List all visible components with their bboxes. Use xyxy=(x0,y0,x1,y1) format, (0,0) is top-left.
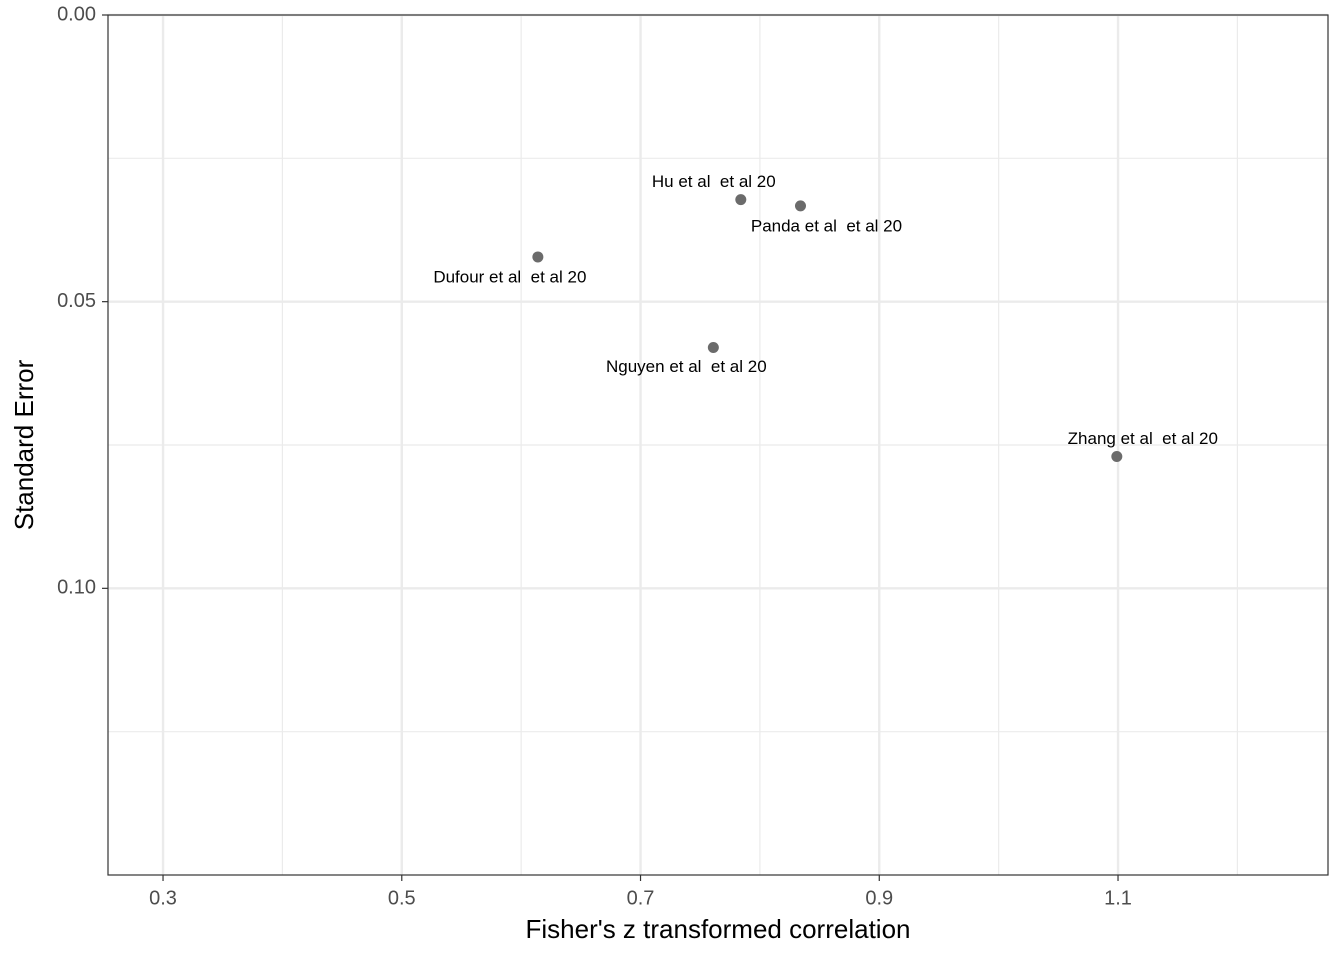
point xyxy=(532,251,544,263)
point xyxy=(735,194,747,206)
point-label: Hu et al et al 20 xyxy=(652,172,776,191)
point xyxy=(794,200,806,212)
point-label: Panda et al et al 20 xyxy=(751,216,902,235)
y-tick-label: 0.00 xyxy=(57,3,96,25)
point-label: Dufour et al et al 20 xyxy=(433,267,586,286)
plot-border xyxy=(107,14,1329,876)
point xyxy=(1111,450,1123,462)
x-tick-label: 0.9 xyxy=(865,887,893,909)
y-tick-label: 0.10 xyxy=(57,577,96,599)
x-tick-label: 1.1 xyxy=(1104,887,1132,909)
x-tick-label: 0.5 xyxy=(388,887,416,909)
y-tick-label: 0.05 xyxy=(57,290,96,312)
x-tick-label: 0.3 xyxy=(149,887,177,909)
point-label: Nguyen et al et al 20 xyxy=(606,357,767,376)
point xyxy=(707,342,719,354)
x-tick-label: 0.7 xyxy=(627,887,655,909)
y-axis-title: Standard Error xyxy=(9,359,39,530)
x-axis-title: Fisher's z transformed correlation xyxy=(526,914,911,944)
point-label: Zhang et al et al 20 xyxy=(1068,429,1218,448)
